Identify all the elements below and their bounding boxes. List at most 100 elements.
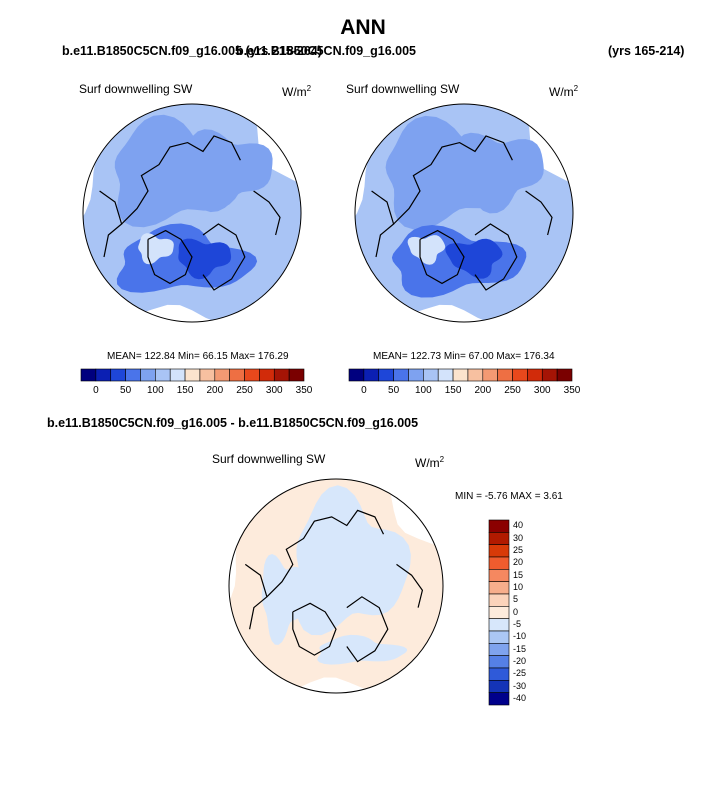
- colorbar-cell: [259, 368, 275, 382]
- colorbar-cell: [488, 556, 510, 570]
- colorbar-tick-label: 250: [504, 385, 521, 396]
- colorbar-tick-label: -40: [513, 692, 527, 703]
- coastline: [525, 190, 553, 236]
- colorbar-cell: [541, 368, 558, 382]
- field-contour: [317, 634, 408, 665]
- colorbar-tick-label: 300: [533, 385, 551, 396]
- colorbar-cell: [199, 368, 216, 382]
- coastline: [346, 596, 389, 663]
- colorbar-cell: [169, 368, 186, 382]
- page-title: ANN: [340, 16, 386, 39]
- colorbar-tick-label: 200: [206, 385, 224, 396]
- coastline: [474, 223, 518, 291]
- colorbar-tick-label: 25: [513, 544, 524, 555]
- panel3-stats: MIN = -5.76 MAX = 3.61: [455, 491, 563, 502]
- colorbar-cell: [488, 544, 510, 558]
- colorbar-cell: [110, 368, 126, 382]
- colorbar-cell: [125, 368, 141, 382]
- panel1-polar-map: [82, 103, 302, 323]
- panel2-colorbar: [348, 368, 573, 382]
- coastline: [292, 602, 337, 656]
- coastline: [99, 190, 123, 258]
- case-right-label: b.e11.B1850C5CN.f09_g16.005: [236, 44, 416, 58]
- colorbar-tick-label: -20: [513, 655, 527, 666]
- colorbar-cell: [423, 368, 439, 382]
- colorbar-tick-label: 300: [265, 385, 283, 396]
- colorbar-tick-label: 350: [563, 385, 581, 396]
- colorbar-tick-label: 15: [513, 569, 524, 580]
- colorbar-cell: [273, 368, 290, 382]
- colorbar-cell: [244, 368, 260, 382]
- colorbar-cell: [184, 368, 201, 382]
- coastline: [244, 563, 268, 630]
- colorbar-tick-label: 250: [236, 385, 253, 396]
- colorbar-cell: [214, 368, 230, 382]
- panel1-colorbar: [80, 368, 305, 382]
- colorbar-cell: [80, 368, 97, 382]
- colorbar-tick-label: 0: [93, 385, 99, 396]
- colorbar-tick-label: 50: [120, 385, 132, 396]
- coastline: [393, 135, 513, 225]
- colorbar-tick-label: 5: [513, 594, 519, 605]
- colorbar-tick-label: 200: [474, 385, 492, 396]
- colorbar-cell: [488, 655, 510, 669]
- colorbar-cell: [488, 569, 510, 582]
- colorbar-cell: [378, 368, 394, 382]
- colorbar-cell: [288, 368, 305, 382]
- colorbar-cell: [229, 368, 245, 382]
- colorbar-cell: [95, 368, 112, 382]
- colorbar-tick-label: 0: [361, 385, 367, 396]
- field-contour: [407, 235, 446, 265]
- coastline: [419, 229, 465, 285]
- panel3-polar-map: [228, 478, 444, 694]
- colorbar-cell: [452, 368, 469, 382]
- coastline: [147, 229, 193, 285]
- colorbar-cell: [488, 643, 510, 656]
- coastline: [253, 190, 281, 236]
- panel2-units: W/m2: [549, 84, 579, 99]
- panel3-variable: Surf downwelling SW: [212, 452, 326, 466]
- colorbar-cell: [488, 519, 510, 533]
- colorbar-cell: [488, 630, 510, 644]
- panel1-units: W/m2: [282, 84, 312, 99]
- colorbar-cell: [393, 368, 409, 382]
- colorbar-cell: [155, 368, 171, 382]
- field-contour: [296, 485, 411, 636]
- colorbar-cell: [488, 581, 510, 595]
- colorbar-cell: [408, 368, 424, 382]
- map-boundary: [82, 103, 302, 323]
- field-contour: [445, 238, 503, 279]
- map-boundary: [354, 103, 574, 323]
- coastline: [202, 223, 246, 291]
- field-contour: [138, 233, 174, 265]
- colorbar-cell: [488, 667, 510, 681]
- colorbar-cell: [363, 368, 380, 382]
- colorbar-cell: [527, 368, 543, 382]
- panel3-colorbar: [488, 519, 510, 706]
- colorbar-tick-label: 30: [513, 532, 524, 543]
- colorbar-tick-label: -30: [513, 680, 527, 691]
- colorbar-cell: [488, 692, 510, 706]
- panel1-variable: Surf downwelling SW: [79, 82, 193, 96]
- colorbar-tick-label: -15: [513, 643, 527, 654]
- colorbar-tick-label: 50: [388, 385, 400, 396]
- colorbar-cell: [497, 368, 513, 382]
- colorbar-cell: [488, 593, 510, 607]
- coastline: [371, 190, 395, 258]
- colorbar-tick-label: -10: [513, 631, 527, 642]
- colorbar-cell: [488, 680, 510, 693]
- map-boundary: [228, 478, 444, 694]
- coastline: [396, 563, 424, 608]
- colorbar-tick-label: 0: [513, 606, 519, 617]
- colorbar-tick-label: -25: [513, 668, 527, 679]
- field-contour: [178, 238, 232, 280]
- colorbar-cell: [488, 618, 510, 632]
- colorbar-tick-label: 150: [176, 385, 194, 396]
- diff-title: b.e11.B1850C5CN.f09_g16.005 - b.e11.B185…: [47, 416, 419, 430]
- colorbar-tick-label: 100: [414, 385, 432, 396]
- panel1-stats: MEAN= 122.84 Min= 66.15 Max= 176.29: [107, 351, 289, 362]
- panel3-units: W/m2: [415, 455, 445, 470]
- colorbar-cell: [488, 532, 510, 545]
- colorbar-tick-label: 100: [146, 385, 164, 396]
- panel2-variable: Surf downwelling SW: [346, 82, 460, 96]
